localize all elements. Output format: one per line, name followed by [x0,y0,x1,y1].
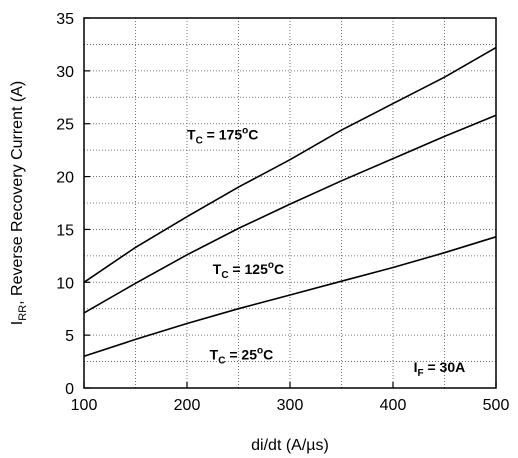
series-label-175c-end: C [248,127,258,143]
series-label-175c-sub: C [196,136,203,147]
y-axis-title-main: I [9,321,26,325]
axis-ticks: 100 200 300 400 500 0 5 10 15 20 25 30 35 [56,11,509,414]
series-line-0 [83,46,497,283]
series-label-125c-sub: C [221,270,228,281]
series-label-25c-sub: C [218,355,225,366]
y-tick-label: 25 [56,117,74,134]
y-tick-label: 15 [56,222,74,239]
series-label-25c-main: T [210,346,219,362]
x-tick-label: 300 [277,397,304,414]
y-tick-label: 20 [56,170,74,187]
series-label-125c-end: C [274,261,284,277]
x-tick-label: 400 [380,397,407,414]
series-line-2 [83,236,497,358]
grid [84,18,496,388]
annotation-if: IF = 30A [414,359,466,379]
plot-frame [83,17,497,389]
y-axis-title: IRR, Reverse Recovery Current (A) [9,81,29,325]
series-label-125c: TC = 125oC [213,260,284,281]
y-axis-title-rest: , Reverse Recovery Current (A) [9,81,26,305]
y-tick-label: 30 [56,64,74,81]
series-label-175c-main: T [187,127,196,143]
series-label-25c-end: C [263,346,273,362]
x-tick-label: 200 [174,397,201,414]
series-label-125c-sup: o [268,260,274,271]
x-axis-title: di/dt (A/µs) [251,437,329,454]
series-line-1 [83,114,497,314]
series-label-175c-mid: = 175 [203,127,243,143]
annotation-if-sub: F [417,368,423,379]
annotation-if-main: I [414,359,418,375]
x-tick-label: 100 [71,397,98,414]
series-label-175c: TC = 175oC [187,126,258,147]
y-tick-label: 5 [65,328,74,345]
y-tick-label: 35 [56,11,74,28]
series-label-125c-mid: = 125 [229,261,269,277]
y-tick-label: 10 [56,275,74,292]
series-group [83,46,497,358]
y-tick-label: 0 [65,381,74,398]
series-label-25c-mid: = 25 [225,346,257,362]
series-label-25c-sup: o [257,345,263,356]
series-label-125c-main: T [213,261,222,277]
annotation-if-end: = 30A [424,359,466,375]
series-label-175c-sup: o [242,126,248,137]
x-tick-label: 500 [483,397,510,414]
series-label-25c: TC = 25oC [210,345,274,366]
y-axis-title-sub: RR [17,305,29,321]
